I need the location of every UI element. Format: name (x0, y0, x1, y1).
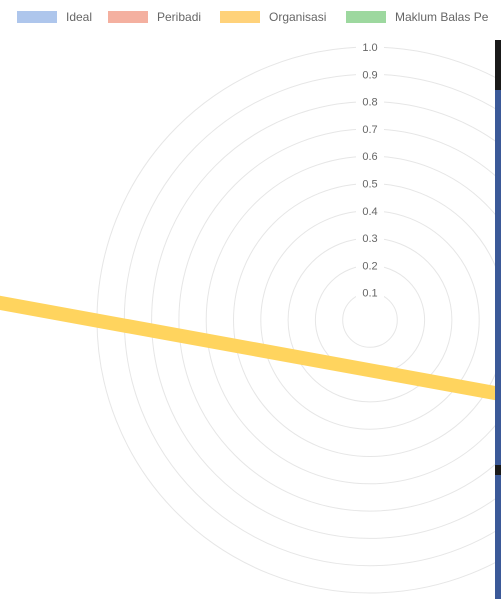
tick-label-bg-7 (356, 122, 384, 135)
tick-label-bg-6 (356, 150, 384, 163)
tick-label-0-1: 0.1 (362, 288, 377, 300)
legend-label-maklum-balas-pe[interactable]: Maklum Balas Pe (395, 10, 489, 24)
tick-label-bg-8 (356, 95, 384, 108)
right-edge-blue-bar (495, 90, 501, 465)
tick-label-1-0: 1.0 (362, 42, 377, 54)
legend-swatch-maklum-balas-pe[interactable] (346, 11, 386, 23)
grid-ring-5 (233, 183, 501, 457)
right-edge-blue-bar-lower (495, 475, 501, 599)
tick-label-0-6: 0.6 (362, 151, 377, 163)
right-edge-dark-bar-lower (495, 465, 501, 475)
grid-ring-1 (342, 292, 398, 348)
tick-label-bg-5 (356, 177, 384, 190)
tick-label-bg-10 (356, 41, 384, 53)
grid-ring-9 (123, 73, 501, 567)
tick-label-bg-2 (356, 259, 384, 272)
tick-label-0-5: 0.5 (362, 179, 377, 191)
grid-ring-6 (205, 155, 501, 485)
tick-label-0-3: 0.3 (362, 233, 377, 245)
tick-label-0-4: 0.4 (362, 206, 377, 218)
tick-label-0-7: 0.7 (362, 124, 377, 136)
legend-label-peribadi[interactable]: Peribadi (157, 10, 201, 24)
legend-label-ideal[interactable]: Ideal (66, 10, 92, 24)
right-edge-dark-bar (495, 40, 501, 90)
series-line-organisasi (0, 295, 501, 402)
legend-label-organisasi[interactable]: Organisasi (269, 10, 326, 24)
grid-ring-10 (96, 46, 501, 594)
tick-label-bg-4 (356, 204, 384, 217)
tick-label-0-2: 0.2 (362, 260, 377, 272)
grid-ring-7 (178, 128, 501, 512)
legend-swatch-peribadi[interactable] (108, 11, 148, 23)
tick-label-bg-9 (356, 68, 384, 81)
tick-label-bg-1 (356, 286, 384, 299)
tick-label-bg-3 (356, 232, 384, 245)
series-layer (0, 295, 501, 402)
radial-grid (96, 46, 501, 594)
chart-legend: Ideal Peribadi Organisasi Maklum Balas Pe (17, 10, 489, 24)
legend-swatch-organisasi[interactable] (220, 11, 260, 23)
radial-tick-labels: 0.1 0.2 0.3 0.4 0.5 0.6 0.7 0.8 0.9 1.0 (356, 41, 384, 300)
tick-label-0-9: 0.9 (362, 69, 377, 81)
grid-ring-8 (151, 101, 501, 539)
tick-label-0-8: 0.8 (362, 97, 377, 109)
legend-swatch-ideal[interactable] (17, 11, 57, 23)
